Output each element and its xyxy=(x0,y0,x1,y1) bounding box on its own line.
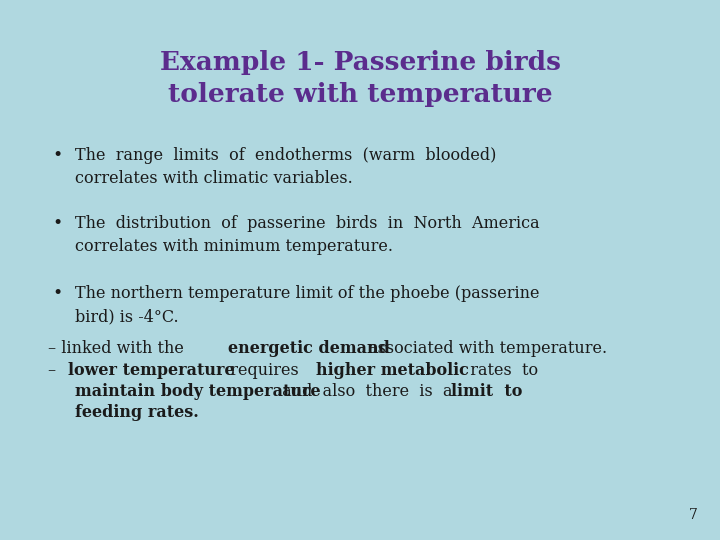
Text: requires: requires xyxy=(220,362,309,379)
Text: The  distribution  of  passerine  birds  in  North  America: The distribution of passerine birds in N… xyxy=(75,215,539,232)
Text: correlates with minimum temperature.: correlates with minimum temperature. xyxy=(75,238,393,255)
Text: feeding rates.: feeding rates. xyxy=(75,404,199,421)
Text: –: – xyxy=(48,362,66,379)
Text: •: • xyxy=(52,285,62,302)
Text: maintain body temperature: maintain body temperature xyxy=(75,383,320,400)
Text: associated with temperature.: associated with temperature. xyxy=(363,340,607,357)
Text: energetic demand: energetic demand xyxy=(228,340,390,357)
Text: lower temperature: lower temperature xyxy=(68,362,235,379)
Text: The  range  limits  of  endotherms  (warm  blooded): The range limits of endotherms (warm blo… xyxy=(75,147,496,164)
Text: Example 1- Passerine birds: Example 1- Passerine birds xyxy=(160,50,560,75)
Text: limit  to: limit to xyxy=(451,383,523,400)
Text: higher metabolic: higher metabolic xyxy=(316,362,469,379)
Text: tolerate with temperature: tolerate with temperature xyxy=(168,82,552,107)
Text: bird) is -4°C.: bird) is -4°C. xyxy=(75,308,179,325)
Text: – linked with the: – linked with the xyxy=(48,340,189,357)
Text: 7: 7 xyxy=(689,508,698,522)
Text: and  also  there  is  a: and also there is a xyxy=(272,383,463,400)
Text: •: • xyxy=(52,215,62,232)
Text: rates  to: rates to xyxy=(460,362,538,379)
Text: •: • xyxy=(52,147,62,164)
Text: The northern temperature limit of the phoebe (passerine: The northern temperature limit of the ph… xyxy=(75,285,539,302)
Text: correlates with climatic variables.: correlates with climatic variables. xyxy=(75,170,353,187)
